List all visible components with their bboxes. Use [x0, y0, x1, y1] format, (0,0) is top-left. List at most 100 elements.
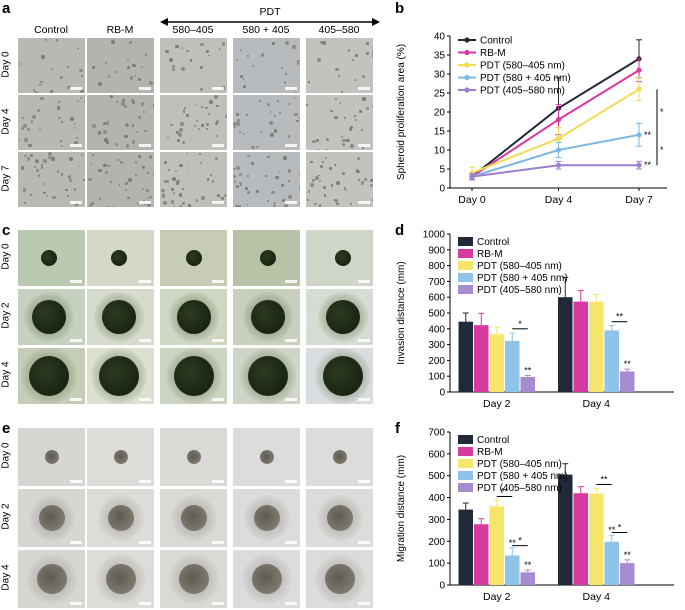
- cell-speck: [239, 181, 243, 185]
- cell-speck: [30, 120, 34, 123]
- cell-speck: [199, 87, 204, 91]
- cell-speck: [338, 101, 341, 104]
- significance-mark: **: [644, 130, 652, 140]
- scale-bar: [358, 201, 370, 204]
- scale-bar: [285, 480, 297, 483]
- micrograph-tile: [233, 348, 300, 404]
- chart-b-proliferation: 0 5 10 15 20 25 30 35 40 Day 0 Day 4 Day 7 Spheroid …: [396, 32, 667, 206]
- cell-speck: [43, 191, 46, 195]
- cell-speck: [36, 109, 41, 113]
- scale-bar: [70, 339, 82, 342]
- legend-swatch: [458, 261, 473, 270]
- bar: [620, 563, 635, 585]
- y-tick-label: 200: [428, 537, 445, 548]
- cell-speck: [69, 117, 74, 121]
- cell-speck: [251, 64, 255, 68]
- cell-speck: [371, 50, 373, 54]
- cell-speck: [153, 172, 154, 177]
- cell-speck: [278, 170, 280, 173]
- cell-speck: [34, 166, 37, 169]
- cell-speck: [19, 154, 22, 157]
- legend-marker: [464, 49, 470, 56]
- cell-speck: [233, 121, 237, 126]
- cell-speck: [330, 184, 334, 187]
- significance-mark: **: [624, 550, 632, 560]
- bar: [505, 340, 520, 392]
- cell-speck: [353, 78, 357, 81]
- legend-label: Control: [480, 36, 512, 47]
- cell-speck: [193, 124, 196, 128]
- cell-speck: [369, 183, 373, 188]
- cell-speck: [299, 173, 300, 175]
- cell-speck: [273, 204, 277, 207]
- panel-label-b: b: [395, 0, 405, 17]
- cell-speck: [128, 177, 133, 182]
- y-tick-label: 300: [428, 515, 445, 526]
- micrograph-tile: [160, 428, 227, 486]
- cell-speck: [307, 81, 310, 83]
- cell-speck: [124, 189, 127, 192]
- legend-swatch: [458, 435, 473, 444]
- cell-speck: [240, 183, 242, 186]
- cell-speck: [331, 110, 333, 113]
- cell-speck: [322, 41, 326, 45]
- cell-speck: [325, 138, 329, 142]
- cell-speck: [161, 194, 166, 199]
- cell-speck: [104, 138, 108, 142]
- cell-speck: [74, 109, 77, 112]
- cell-speck: [350, 144, 354, 148]
- cell-speck: [131, 98, 135, 102]
- cell-speck: [51, 67, 54, 70]
- bar: [458, 321, 473, 392]
- cell-speck: [132, 63, 136, 68]
- cell-speck: [55, 39, 58, 42]
- cell-speck: [170, 200, 175, 205]
- micrograph-tile: [233, 38, 300, 93]
- cell-speck: [267, 102, 271, 106]
- cell-speck: [83, 95, 85, 97]
- micrograph-tile: [160, 95, 227, 150]
- cell-speck: [271, 41, 275, 45]
- cell-speck: [294, 113, 298, 117]
- legend-swatch: [458, 483, 473, 492]
- significance-mark: **: [524, 365, 532, 375]
- spheroid: [251, 564, 282, 594]
- micrograph-tile: [160, 38, 227, 93]
- cell-speck: [172, 65, 175, 68]
- micrograph-tile: [306, 289, 373, 345]
- cell-speck: [73, 127, 76, 129]
- cell-speck: [269, 111, 272, 114]
- cell-speck: [371, 53, 373, 58]
- series-line: [471, 164, 639, 178]
- panel-label-e: e: [2, 420, 11, 437]
- cell-speck: [182, 187, 184, 190]
- scale-bar: [285, 541, 297, 544]
- cell-speck: [126, 144, 130, 148]
- cell-speck: [292, 45, 296, 49]
- cell-speck: [57, 100, 61, 104]
- spheroid: [40, 250, 57, 266]
- cell-speck: [73, 123, 76, 125]
- cell-speck: [73, 188, 77, 191]
- cell-speck: [223, 194, 227, 197]
- y-tick-label: 5: [439, 165, 445, 176]
- spheroid: [44, 450, 59, 464]
- row-label: Day 7: [0, 164, 12, 192]
- cell-speck: [360, 181, 365, 185]
- cell-speck: [297, 59, 300, 63]
- cell-speck: [91, 65, 95, 69]
- cell-speck: [335, 97, 338, 100]
- cell-speck: [146, 197, 149, 200]
- cell-speck: [371, 197, 373, 201]
- cell-speck: [273, 129, 278, 134]
- cell-speck: [215, 157, 219, 161]
- cell-speck: [287, 179, 290, 183]
- cell-speck: [250, 162, 254, 166]
- cell-speck: [242, 133, 245, 136]
- row-label: Day 2: [0, 503, 12, 530]
- cell-speck: [340, 91, 344, 93]
- micrograph-tile: [233, 289, 300, 345]
- cell-speck: [355, 169, 360, 173]
- spheroid: [326, 505, 353, 531]
- cell-speck: [109, 181, 112, 184]
